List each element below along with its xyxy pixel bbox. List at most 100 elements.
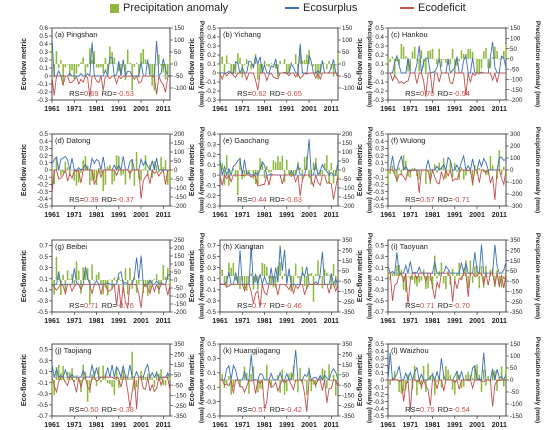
precip-bar [268, 170, 270, 173]
precip-bar [160, 64, 162, 66]
precip-bar [55, 51, 58, 64]
precip-bar [223, 64, 226, 73]
x-tick-label: 1971 [402, 422, 418, 429]
right-tick-label: 300 [510, 131, 521, 138]
precip-bar [308, 367, 310, 380]
precip-bar [104, 170, 107, 185]
left-tick-label: 0.5 [375, 341, 384, 348]
left-tick-label: -0.1 [37, 81, 48, 88]
precip-bar [250, 169, 252, 171]
precip-bar [122, 369, 125, 380]
left-tick-label: -0.5 [373, 413, 384, 420]
rd-value: -0.54 [453, 89, 470, 98]
left-tick-label: -0.1 [373, 384, 384, 391]
right-tick-label: 100 [174, 261, 185, 268]
left-tick-label: 0.3 [39, 146, 48, 153]
right-tick-label: 150 [342, 362, 353, 369]
precip-bar [162, 265, 165, 280]
precip-bar [53, 170, 55, 185]
precip-bar [259, 64, 261, 74]
x-tick-label: 1991 [279, 422, 295, 429]
precip-bar [447, 369, 449, 380]
precip-bar [254, 379, 257, 380]
left-tick-label: -0.5 [373, 298, 384, 305]
left-tick-label: -0.3 [205, 399, 216, 406]
precip-bar [64, 380, 67, 381]
rd-value: -0.70 [453, 301, 470, 310]
right-axis-label: Precipitation anomaly (mm) [366, 127, 373, 213]
precip-bar [124, 170, 127, 185]
precip-bar [409, 170, 412, 178]
precip-bar [106, 280, 109, 296]
precip-bar [97, 366, 100, 380]
precip-bar [482, 276, 485, 288]
precip-bar [451, 268, 454, 276]
precip-bar [230, 267, 232, 276]
left-tick-label: -0.3 [37, 97, 48, 104]
precip-bar [259, 158, 261, 170]
precip-bar [66, 64, 69, 65]
precip-bar [469, 374, 472, 380]
precip-bar [75, 170, 78, 186]
precip-bar [294, 170, 297, 175]
right-tick-label: -50 [342, 73, 352, 80]
precip-bar [400, 170, 403, 176]
left-axis-label: Eco-flow metric [357, 354, 364, 406]
precip-bar [113, 170, 116, 182]
left-axis-label: Eco-flow metric [21, 38, 28, 90]
right-axis-label: Precipitation anomaly (mm) [198, 21, 205, 107]
precip-bar [323, 269, 326, 276]
precip-bar [97, 272, 100, 280]
left-tick-label: -0.3 [37, 298, 48, 305]
precip-bar [221, 374, 223, 380]
left-tick-label: -0.1 [205, 287, 216, 294]
right-tick-label: -250 [510, 299, 523, 306]
precip-bar [396, 379, 398, 380]
precip-bar [418, 58, 420, 72]
precip-bar [503, 276, 505, 280]
precip-bar [299, 167, 301, 170]
left-tick-label: -0.2 [373, 392, 384, 399]
right-tick-label: 150 [342, 258, 353, 265]
precip-bar [62, 274, 64, 280]
precip-bar [82, 160, 84, 170]
precip-bar [91, 170, 93, 181]
left-tick-label: 0 [381, 167, 385, 174]
rd-value: -0.76 [117, 301, 134, 310]
precip-bar [169, 56, 171, 64]
x-tick-label: 2001 [469, 318, 485, 325]
precip-bar [162, 64, 165, 73]
panel-title: (g) Beibei [55, 242, 87, 251]
x-tick-label: 1991 [111, 106, 127, 113]
rs-rd-annotation: RS=0.62 RD=-0.65 [237, 89, 302, 98]
rd-value: -0.53 [117, 89, 134, 98]
precip-bar [482, 170, 485, 172]
precip-bar [425, 170, 427, 185]
precip-bar [445, 276, 447, 290]
left-tick-label: 0.3 [207, 141, 216, 148]
precip-bar [474, 165, 476, 170]
precip-bar [471, 51, 474, 59]
precip-bar [111, 380, 113, 388]
rd-prefix: RD= [270, 301, 286, 310]
x-tick-label: 1961 [212, 212, 228, 219]
precip-bar [69, 278, 71, 280]
rd-prefix: RD= [438, 195, 454, 204]
precip-bar [140, 280, 142, 281]
precip-bar [230, 64, 232, 74]
right-tick-label: 50 [174, 269, 181, 276]
precip-bar [73, 380, 76, 382]
left-tick-label: 0.1 [207, 370, 216, 377]
plot-frame [51, 239, 171, 313]
precip-bar [478, 374, 481, 380]
precip-bar [164, 276, 167, 280]
precip-bar [115, 155, 118, 170]
precip-bar [133, 170, 136, 186]
precip-bar [314, 64, 317, 75]
right-tick-label: -150 [174, 194, 187, 201]
precip-bar [232, 64, 235, 75]
x-tick-label: 2001 [301, 212, 317, 219]
precip-bar [462, 380, 465, 387]
precip-bar [288, 373, 290, 380]
precip-bar [69, 64, 71, 77]
